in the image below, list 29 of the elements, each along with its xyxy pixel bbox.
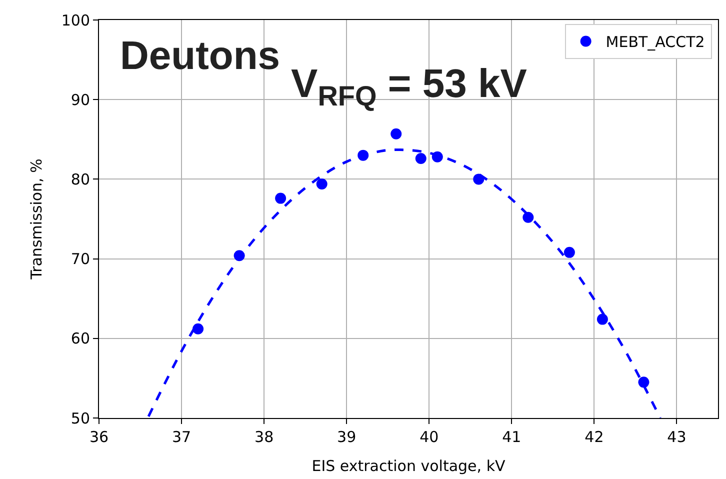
x-axis-title: EIS extraction voltage, kV	[312, 457, 506, 475]
x-tick-label: 41	[502, 428, 522, 446]
x-tick-label: 39	[337, 428, 356, 446]
x-tick-label: 38	[254, 428, 274, 446]
y-tick-label: 70	[70, 250, 90, 268]
x-tick-label: 42	[584, 428, 604, 446]
line-series	[147, 148, 662, 418]
legend-label: MEBT_ACCT2	[606, 33, 705, 52]
y-axis-title: Transmission, %	[28, 158, 46, 280]
point	[638, 376, 650, 388]
y-tick-label: 100	[61, 11, 90, 30]
annotation: V$_{RFQ}$ = 53 kV	[291, 62, 528, 112]
x-tick-label: 43	[667, 428, 686, 446]
point	[192, 323, 204, 334]
annotation: Deutons	[120, 34, 280, 78]
point	[316, 178, 328, 190]
x-tick-label: 36	[89, 428, 109, 446]
y-tick-label: 90	[70, 90, 90, 109]
y-tick-label: 80	[70, 170, 90, 188]
point	[596, 314, 608, 325]
x-tick-label: 37	[172, 428, 192, 446]
point	[390, 128, 402, 140]
x-tick-label: 40	[420, 428, 439, 446]
point	[564, 246, 575, 258]
point	[415, 153, 426, 164]
y-tick-label: 60	[70, 330, 90, 348]
y-tick-label: 50	[70, 409, 90, 428]
point	[275, 192, 286, 204]
point	[522, 212, 534, 223]
